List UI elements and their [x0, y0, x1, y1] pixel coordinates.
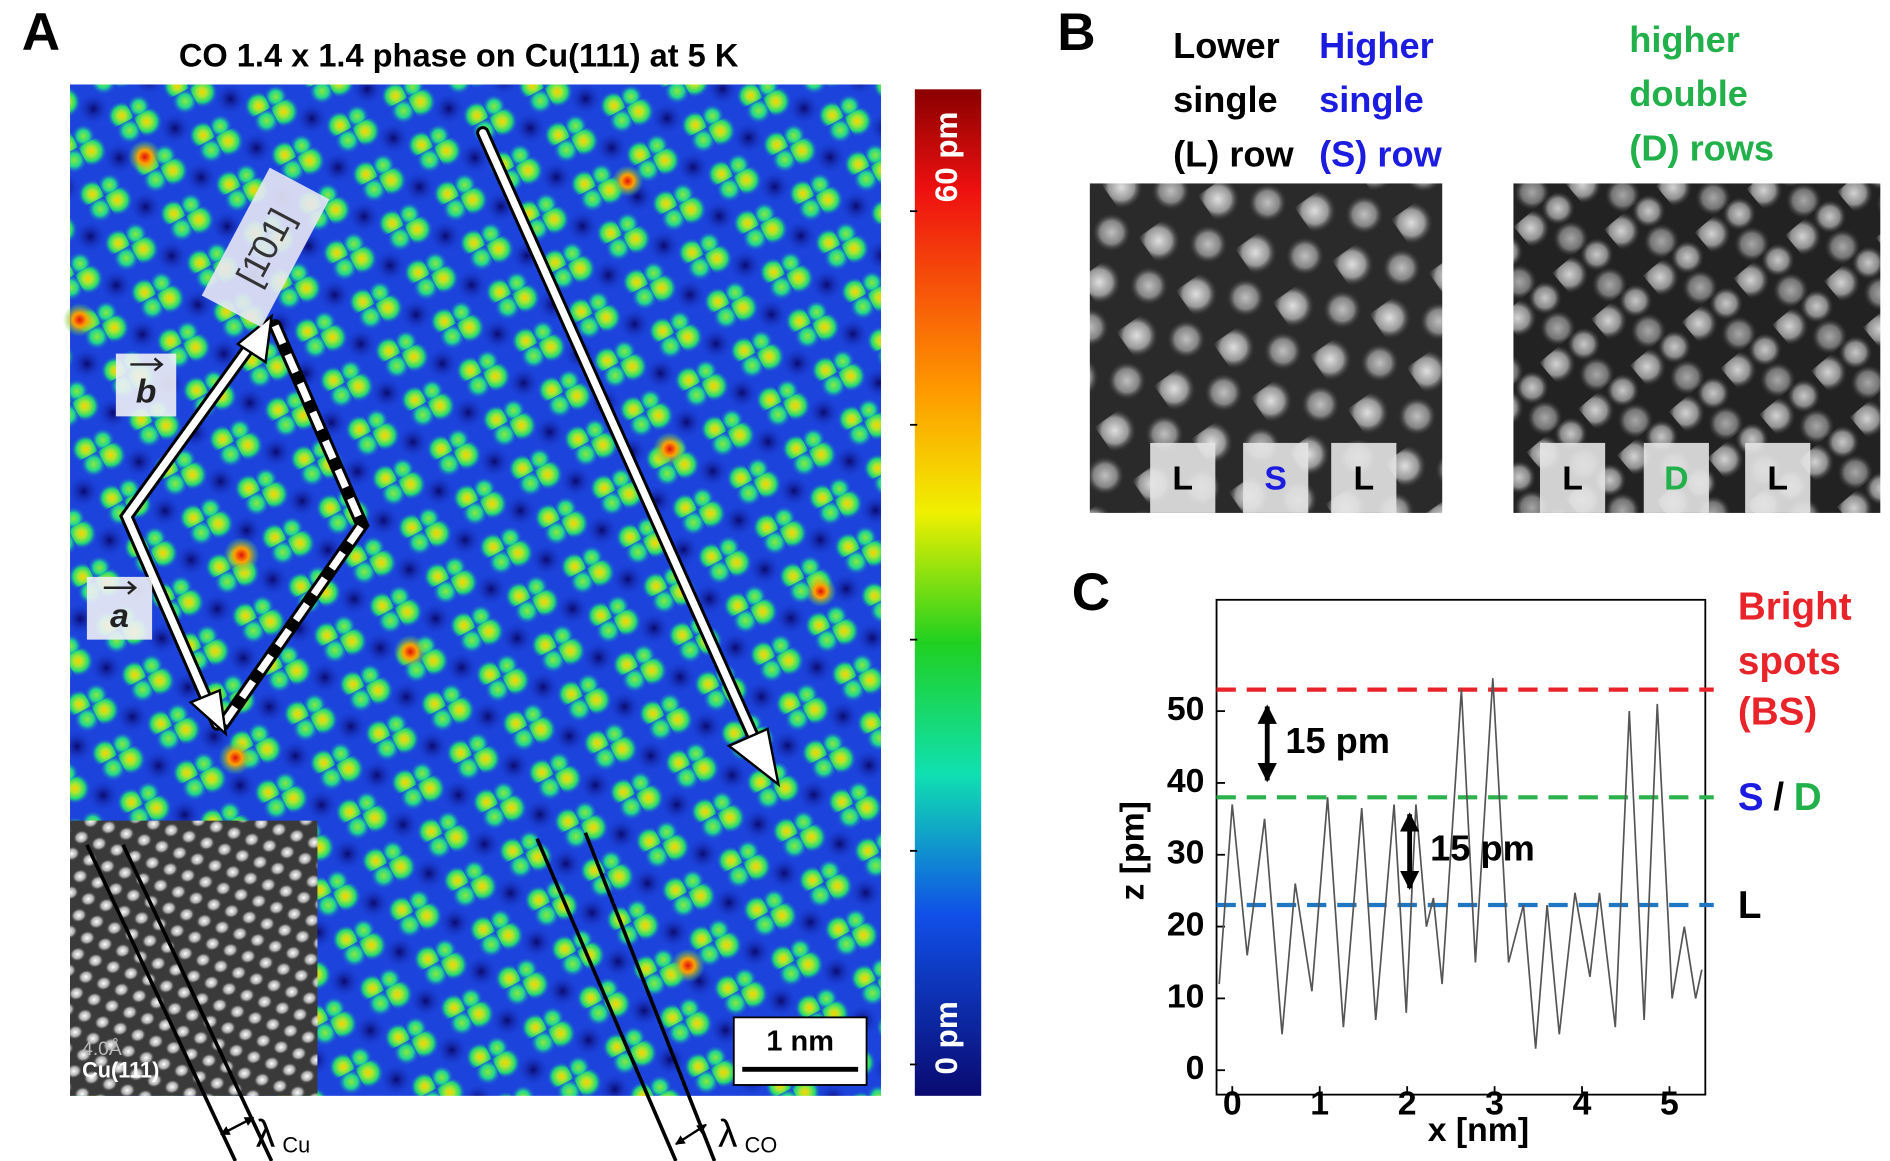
wavelength-symbol: λ — [256, 1113, 275, 1156]
header-line: (S) row — [1319, 133, 1442, 174]
y-tick-label: 30 — [1167, 834, 1205, 872]
level-label-part: D — [1794, 776, 1822, 819]
level-label-part: / — [1773, 776, 1784, 819]
x-tick-label: 1 — [1310, 1084, 1329, 1122]
scale-bar-label: 1 nm — [766, 1025, 834, 1057]
header-line: single — [1173, 79, 1278, 120]
panel-label: A — [22, 3, 60, 62]
marker-label: L — [1562, 459, 1583, 497]
inset-label: 4.0Å — [82, 1037, 122, 1060]
x-axis-label: x [nm] — [1428, 1111, 1529, 1149]
annotation: 15 pm — [1285, 720, 1390, 761]
x-tick-label: 4 — [1573, 1084, 1592, 1122]
level-label-part: S — [1738, 776, 1764, 819]
spot — [805, 575, 837, 608]
line — [85, 844, 238, 1161]
colorbar-label: 60 pm — [929, 112, 964, 203]
arrow — [122, 334, 260, 728]
marker-box — [1539, 442, 1606, 513]
marker-label: L — [1172, 459, 1193, 497]
dashed-edge — [220, 324, 367, 727]
y-tick-label: 50 — [1167, 690, 1205, 728]
arrowhead — [235, 313, 274, 365]
spot — [611, 165, 644, 197]
marker-label: L — [1353, 459, 1374, 497]
marker-box — [1243, 442, 1309, 513]
marker-box — [1745, 442, 1811, 513]
x-tick-label: 2 — [1398, 1084, 1417, 1122]
colorbar-label: 0 pm — [929, 1001, 964, 1074]
marker-label: D — [1664, 459, 1688, 497]
spot — [223, 537, 260, 574]
header-line: (L) row — [1173, 133, 1294, 174]
wavelength-symbol: λ — [718, 1113, 737, 1156]
header-line: Higher — [1319, 25, 1434, 66]
bright-spots — [62, 139, 837, 983]
header-line: higher — [1629, 19, 1740, 60]
wavelength-subscript: CO — [745, 1132, 778, 1157]
scale-bar-box — [732, 1016, 868, 1086]
level-label: L — [1738, 884, 1762, 927]
panel-label: C — [1072, 563, 1110, 622]
header-line: Lower — [1173, 25, 1280, 66]
y-tick-label: 10 — [1167, 977, 1205, 1015]
marker-box — [1150, 442, 1216, 513]
spot — [671, 948, 705, 983]
inset-label: Cu(111) — [82, 1057, 159, 1082]
x-tick-label: 0 — [1223, 1084, 1242, 1122]
spot — [127, 139, 162, 174]
x-tick-label: 3 — [1485, 1084, 1504, 1122]
y-tick-label: 40 — [1167, 762, 1205, 800]
marker-box — [1331, 442, 1397, 513]
plot-frame — [1215, 598, 1707, 1096]
vector-label: a — [110, 597, 129, 635]
cu-inset — [70, 820, 318, 1096]
wavelength-subscript: Cu — [282, 1132, 310, 1157]
level-label: spots — [1738, 640, 1841, 683]
line — [583, 832, 717, 1161]
arrow — [479, 129, 767, 762]
lambda-arrow — [675, 1123, 707, 1146]
level-label: (BS) — [1738, 691, 1817, 734]
annotation: 15 pm — [1430, 828, 1535, 869]
wavelength-lines — [85, 832, 717, 1161]
vector-arrow — [103, 580, 138, 595]
spot — [218, 741, 253, 775]
colorbar-ticks — [910, 210, 918, 1066]
line — [535, 838, 678, 1161]
arrowhead — [726, 727, 781, 788]
line — [121, 844, 274, 1161]
y-axis-label: z [pm] — [1113, 801, 1151, 900]
y-tick-label: 0 — [1186, 1049, 1205, 1087]
spot — [62, 302, 97, 337]
marker-box — [1643, 442, 1709, 513]
colorbar — [914, 89, 982, 1096]
marker-label: S — [1264, 459, 1287, 497]
label-box — [201, 167, 330, 328]
lattice-arrows — [119, 126, 781, 788]
level-label: Bright — [1738, 586, 1852, 629]
header-line: double — [1629, 73, 1748, 114]
header-line: (D) rows — [1629, 127, 1774, 168]
spot — [652, 432, 687, 466]
marker-label: L — [1767, 459, 1788, 497]
y-tick-label: 20 — [1167, 905, 1205, 943]
vector-arrow — [130, 357, 164, 372]
level-label: S / D — [1738, 776, 1822, 819]
header-line: single — [1319, 79, 1424, 120]
spot — [393, 634, 428, 669]
arrowhead — [188, 688, 228, 737]
profile-line — [1218, 678, 1703, 1049]
lambda-arrow — [220, 1116, 255, 1136]
panel-label: B — [1057, 3, 1095, 62]
x-tick-label: 5 — [1660, 1084, 1679, 1122]
panel-a-title: CO 1.4 x 1.4 phase on Cu(111) at 5 K — [179, 38, 739, 74]
vector-label: b — [136, 372, 157, 410]
